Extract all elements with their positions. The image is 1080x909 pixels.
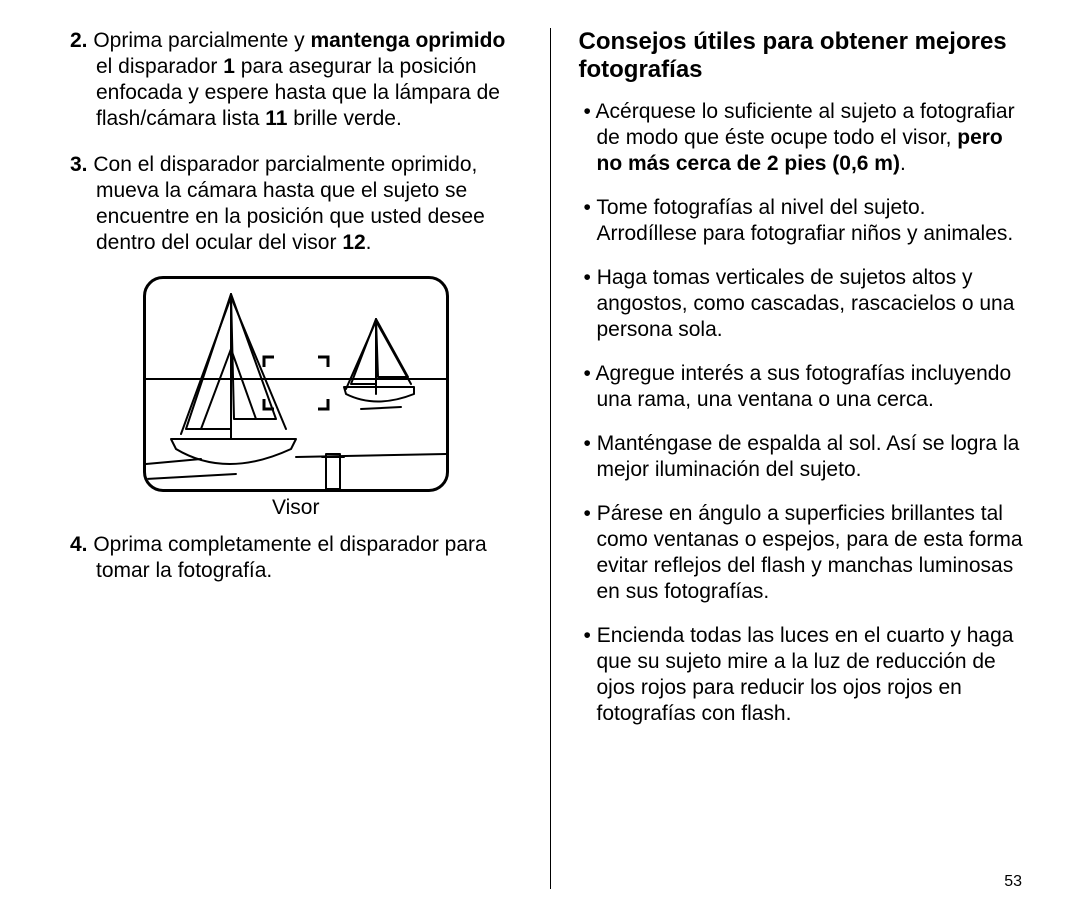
step-3: 3. Con el disparador parcialmente oprimi… [70, 152, 522, 256]
tip-item: Manténgase de espalda al sol. Así se log… [579, 431, 1031, 483]
tip-text: Manténgase de espalda al sol. Así se log… [597, 432, 1020, 481]
tip-item: Tome fotografías al nivel del sujeto. Ar… [579, 195, 1031, 247]
tip-text: Agregue interés a sus fotografías incluy… [596, 362, 1012, 411]
step-text: Con el disparador parcialmente oprimido,… [88, 153, 485, 254]
tip-text: Encienda todas las luces en el cuarto y … [597, 624, 1014, 725]
page-number: 53 [1004, 873, 1022, 891]
tip-item: Párese en ángulo a superficies brillante… [579, 501, 1031, 605]
step-text: Oprima completamente el disparador para … [88, 533, 487, 582]
tip-item: Agregue interés a sus fotografías incluy… [579, 361, 1031, 413]
step-number: 2. [70, 29, 88, 52]
step-text: Oprima parcialmente y mantenga oprimido … [88, 29, 506, 130]
left-column: 2. Oprima parcialmente y mantenga oprimi… [60, 28, 550, 889]
viewfinder-illustration [143, 276, 449, 492]
tip-text: Acérquese lo suficiente al sujeto a foto… [596, 100, 1015, 175]
step-4: 4. Oprima completamente el disparador pa… [70, 532, 522, 584]
right-column: Consejos útiles para obtener mejores fot… [550, 28, 1041, 889]
manual-page: 2. Oprima parcialmente y mantenga oprimi… [0, 0, 1080, 909]
tips-heading: Consejos útiles para obtener mejores fot… [579, 28, 1031, 85]
tip-text: Párese en ángulo a superficies brillante… [597, 502, 1023, 603]
tip-item: Encienda todas las luces en el cuarto y … [579, 623, 1031, 727]
tip-text: Haga tomas verticales de sujetos altos y… [597, 266, 1015, 341]
figure-caption: Visor [70, 496, 522, 520]
step-2: 2. Oprima parcialmente y mantenga oprimi… [70, 28, 522, 132]
tip-item: Haga tomas verticales de sujetos altos y… [579, 265, 1031, 343]
tip-text: Tome fotografías al nivel del sujeto. Ar… [596, 196, 1013, 245]
step-number: 3. [70, 153, 88, 176]
tip-item: Acérquese lo suficiente al sujeto a foto… [579, 99, 1031, 177]
viewfinder-figure: Visor [70, 276, 522, 520]
step-number: 4. [70, 533, 88, 556]
sailboats-lineart [146, 279, 446, 489]
